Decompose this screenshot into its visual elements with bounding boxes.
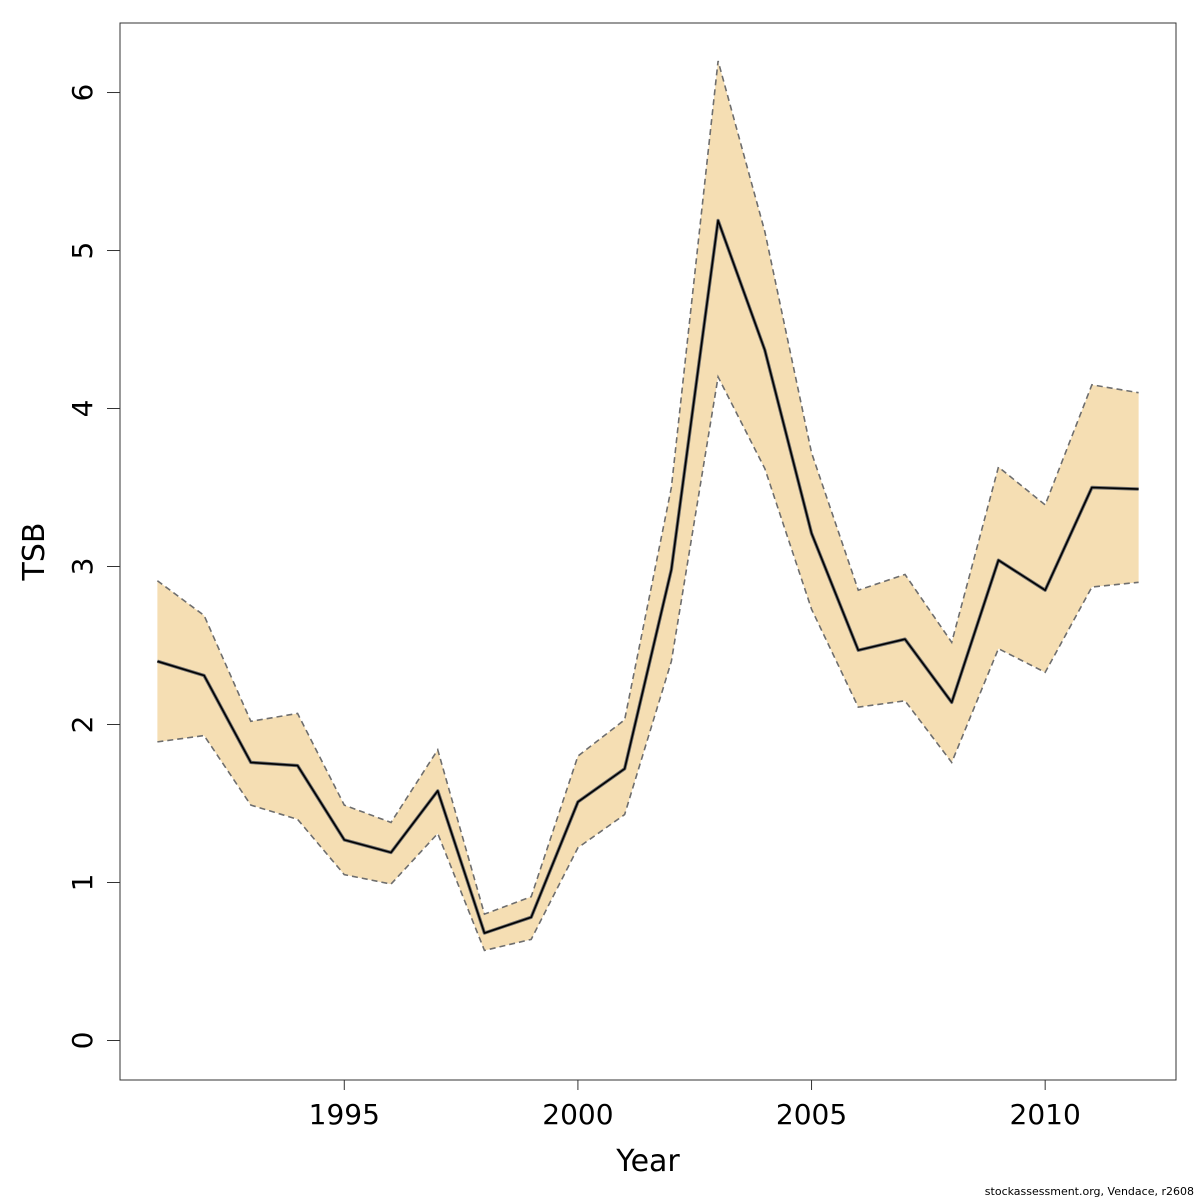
x-tick-label: 2010 — [1010, 1098, 1081, 1131]
plot-frame — [119, 22, 1177, 1081]
y-tick-label: 5 — [66, 242, 99, 260]
x-axis-title: Year — [615, 1144, 680, 1179]
x-tick-label: 1995 — [309, 1098, 380, 1131]
estimate-line — [157, 219, 1139, 934]
lower-bound-line — [157, 374, 1139, 952]
y-tick-label: 3 — [66, 558, 99, 576]
credit-text: stockassessment.org, Vendace, r2608 — [985, 1185, 1194, 1198]
x-tick-label: 2000 — [542, 1098, 613, 1131]
y-tick-label: 6 — [66, 84, 99, 102]
y-axis: 0 1 2 3 4 5 6 — [66, 84, 120, 1050]
y-tick-label: 1 — [66, 874, 99, 892]
upper-bound-line — [156, 60, 1139, 916]
y-tick-label: 0 — [66, 1032, 99, 1050]
y-tick-label: 4 — [66, 400, 99, 418]
y-tick-label: 2 — [66, 716, 99, 734]
series-layer — [156, 60, 1139, 952]
x-axis: 1995 2000 2005 2010 — [309, 1080, 1081, 1131]
y-axis-title: TSB — [17, 523, 52, 582]
x-tick-label: 2005 — [776, 1098, 847, 1131]
